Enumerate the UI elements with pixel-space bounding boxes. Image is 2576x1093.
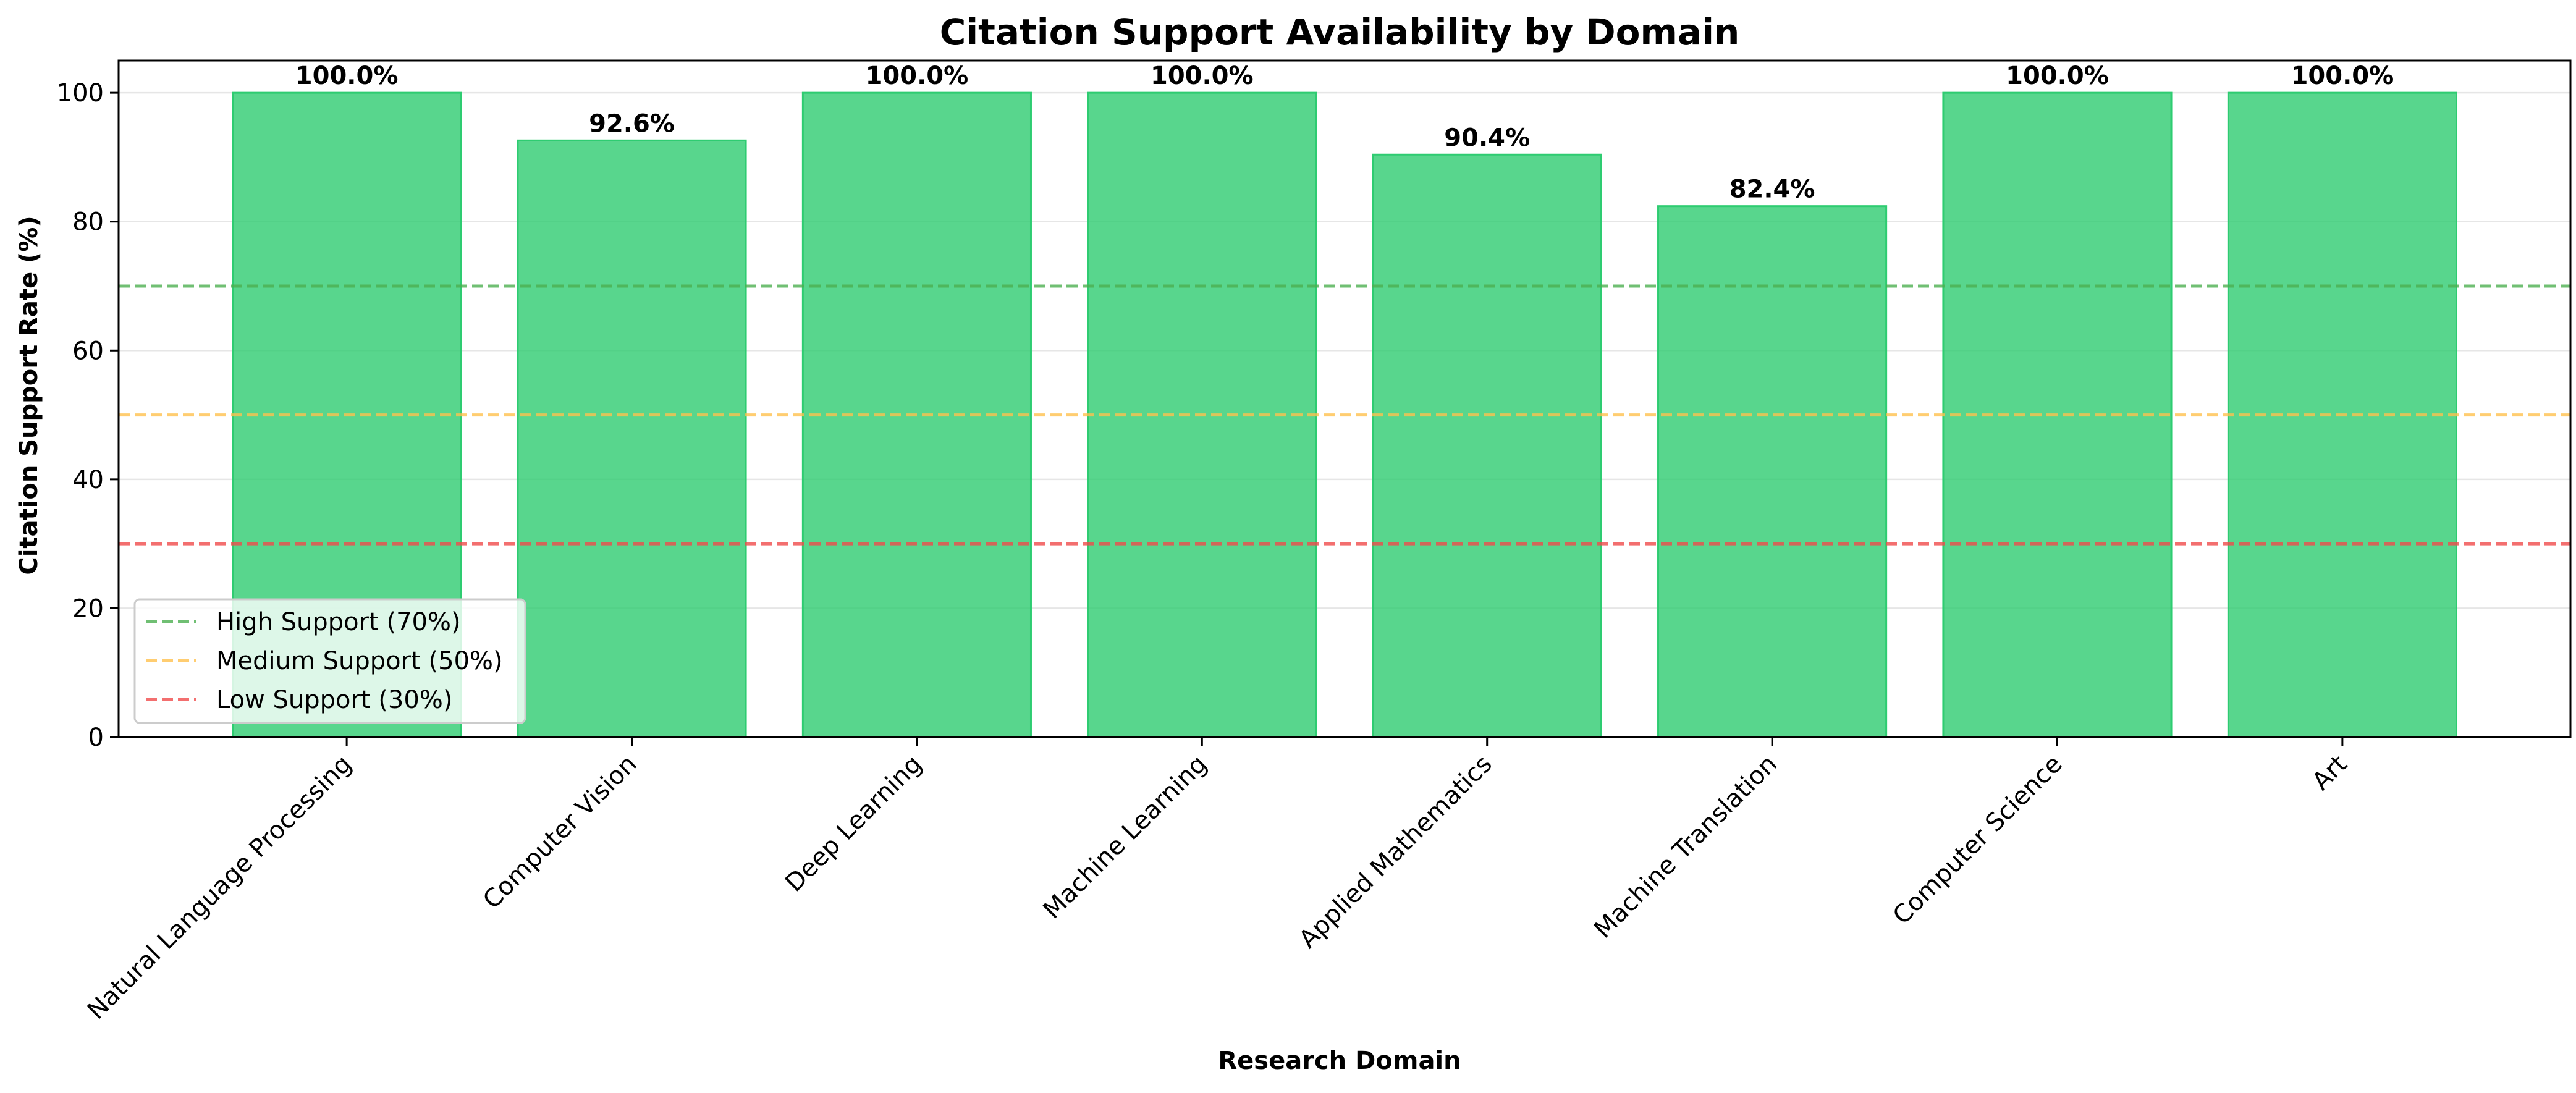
plot-frame (117, 59, 2572, 738)
data-label: 100.0% (295, 62, 399, 90)
x-axis-label: Research Domain (1218, 1047, 1461, 1075)
x-tick-label: Machine Translation (1589, 750, 1783, 944)
y-tick-label: 20 (72, 594, 104, 623)
legend-entry: Medium Support (50%) (216, 647, 503, 675)
y-tick-label: 40 (72, 466, 104, 494)
bar (517, 139, 747, 738)
x-tick-label: Natural Language Processing (82, 750, 357, 1025)
chart-title: Citation Support Availability by Domain (940, 11, 1740, 53)
reference-lines (119, 284, 2570, 546)
y-tick-label: 100 (57, 79, 104, 108)
bar (1657, 205, 1888, 738)
y-tick-label: 60 (72, 337, 104, 365)
legend-entry: Low Support (30%) (216, 686, 452, 714)
legend-box (133, 598, 526, 724)
x-tick-label: Computer Vision (478, 750, 643, 915)
y-axis-label: Citation Support Rate (%) (15, 216, 43, 575)
x-tick-label: Computer Science (1888, 750, 2068, 931)
y-tick-label: 0 (88, 724, 104, 752)
data-label: 100.0% (2006, 62, 2109, 90)
legend: High Support (70%) Medium Support (50%) Lo… (133, 598, 526, 724)
data-label: 82.4% (1729, 175, 1815, 204)
x-axis-ticks: Natural Language Processing Computer Visi… (82, 737, 2353, 1025)
data-label: 100.0% (866, 62, 969, 90)
x-tick-label: Art (2307, 750, 2353, 796)
data-label: 92.6% (589, 109, 675, 138)
y-axis-ticks: 0 20 40 60 80 100 (57, 79, 119, 752)
data-labels: 100.0% 92.6% 100.0% 100.0% 90.4% 82.4% 100.0% 1… (295, 62, 2394, 204)
legend-entry: High Support (70%) (216, 608, 461, 636)
data-label: 90.4% (1444, 124, 1530, 152)
y-tick-label: 80 (72, 208, 104, 237)
data-label: 100.0% (1151, 62, 1254, 90)
data-label: 100.0% (2291, 62, 2394, 90)
bar (1372, 153, 1602, 738)
x-tick-label: Deep Learning (780, 750, 927, 898)
x-tick-label: Machine Learning (1038, 750, 1213, 925)
x-tick-label: Applied Mathematics (1294, 750, 1498, 954)
